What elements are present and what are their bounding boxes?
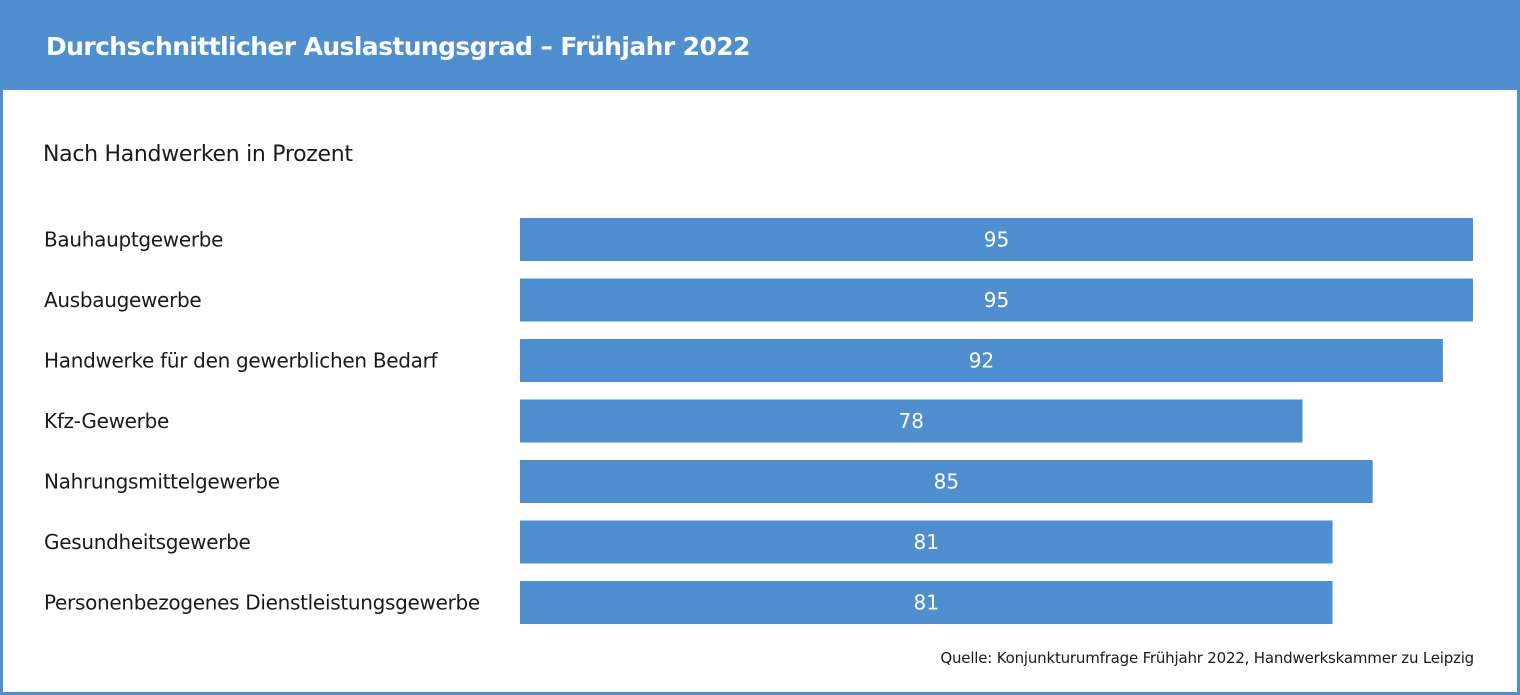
category-label: Handwerke für den gewerblichen Bedarf [44, 349, 439, 373]
category-label: Bauhauptgewerbe [44, 228, 223, 252]
category-label: Nahrungsmittelgewerbe [44, 470, 280, 494]
bar-value-label: 95 [984, 288, 1009, 312]
bar [520, 218, 1473, 261]
bar [520, 339, 1443, 382]
category-label: Ausbaugewerbe [44, 288, 201, 312]
bar [520, 581, 1333, 624]
chart-subtitle: Nach Handwerken in Prozent [43, 142, 353, 167]
bar-value-label: 78 [899, 409, 924, 433]
bar [520, 278, 1473, 322]
bar-value-label: 92 [969, 349, 994, 373]
category-label: Personenbezogenes Dienstleistungsgewerbe [44, 591, 480, 615]
category-label: Gesundheitsgewerbe [44, 530, 251, 554]
bar-value-label: 95 [984, 228, 1009, 252]
bar [520, 460, 1373, 503]
header-bar: Durchschnittlicher Auslastungsgrad – Frü… [3, 3, 1517, 90]
source-note: Quelle: Konjunkturumfrage Frühjahr 2022,… [940, 649, 1474, 667]
bar-chart: Bauhauptgewerbe 95 Ausbaugewerbe 95 Handwerk… [44, 218, 1473, 624]
bar [520, 399, 1303, 443]
bar [520, 520, 1333, 564]
bar-value-label: 81 [914, 530, 939, 554]
bar-value-label: 81 [914, 591, 939, 615]
category-label: Kfz-Gewerbe [44, 409, 169, 433]
bar-value-label: 85 [934, 470, 959, 494]
chart-title: Durchschnittlicher Auslastungsgrad – Frü… [46, 32, 750, 61]
